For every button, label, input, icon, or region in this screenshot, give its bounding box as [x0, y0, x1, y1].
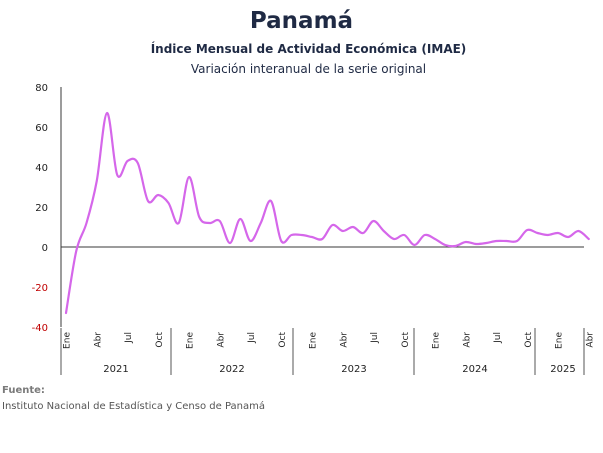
x-month-label: Ene [63, 332, 73, 349]
y-tick-label: 0 [42, 243, 48, 254]
y-tick-label: 80 [35, 83, 48, 94]
x-month-label: Ene [555, 332, 565, 349]
x-month-label: Abr [216, 332, 226, 348]
chart-title: Panamá [249, 8, 354, 34]
x-month-label: Jul [370, 332, 380, 344]
x-month-label: Jul [124, 332, 134, 344]
x-year-label: 2022 [219, 364, 244, 375]
x-month-label: Ene [432, 332, 442, 349]
chart-subtitle: Índice Mensual de Actividad Económica (I… [150, 42, 467, 56]
source-label: Fuente: [2, 385, 45, 396]
x-year-label: 2023 [341, 364, 366, 375]
y-tick-label: 40 [35, 163, 48, 174]
chart-note: Variación interanual de la serie origina… [190, 62, 427, 76]
source-text: Instituto Nacional de Estadística y Cens… [2, 401, 265, 412]
x-month-label: Abr [585, 332, 595, 348]
series-line [64, 111, 590, 315]
y-tick-label: 60 [35, 123, 48, 134]
x-month-label: Ene [186, 332, 196, 349]
x-month-label: Abr [93, 332, 103, 348]
x-month-label: Oct [155, 332, 165, 348]
y-tick-label: 20 [35, 203, 48, 214]
y-tick-label: -40 [32, 323, 48, 334]
x-month-label: Oct [524, 332, 534, 348]
x-month-label: Jul [247, 332, 257, 344]
x-month-label: Jul [493, 332, 503, 344]
y-tick-label: -20 [32, 283, 48, 294]
x-year-label: 2025 [550, 364, 575, 375]
x-year-label: 2021 [103, 364, 128, 375]
x-month-label: Oct [401, 332, 411, 348]
x-month-label: Oct [278, 332, 288, 348]
x-month-label: Abr [462, 332, 472, 348]
x-year-label: 2024 [462, 364, 487, 375]
x-month-label: Ene [309, 332, 319, 349]
x-month-label: Abr [339, 332, 349, 348]
